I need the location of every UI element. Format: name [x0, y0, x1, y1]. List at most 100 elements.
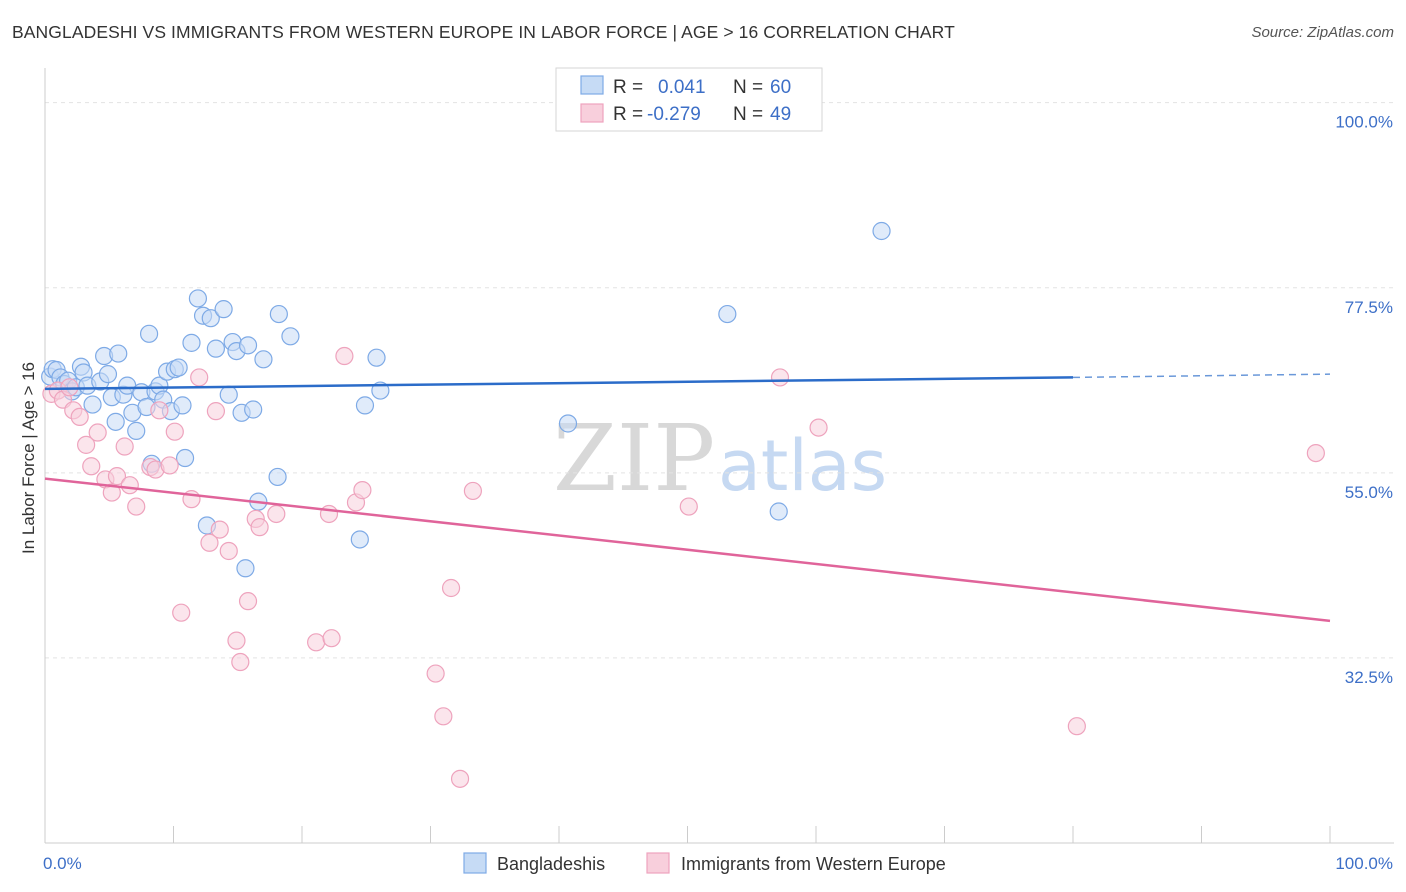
point-bangladeshis-51 [269, 304, 288, 324]
point-bangladeshis-59 [718, 304, 737, 324]
point-immigrants-11 [107, 467, 127, 486]
trend-line-bangladeshis [44, 376, 1074, 391]
point-bangladeshis-14 [98, 365, 118, 384]
y-tick-label-1: 55.0% [1345, 483, 1393, 502]
point-immigrants-44 [679, 497, 698, 516]
point-bangladeshis-61 [872, 221, 891, 241]
point-immigrants-10 [102, 483, 121, 502]
stats-n-label-2: N = [733, 104, 763, 125]
point-immigrants-38 [353, 481, 372, 500]
stats-n-label-1: N = [733, 77, 763, 98]
trend-line-bangladeshis-extension [1072, 373, 1331, 379]
point-immigrants-34 [322, 629, 341, 648]
watermark-atlas: atlas [718, 425, 887, 507]
point-immigrants-23 [200, 533, 219, 552]
point-immigrants-31 [250, 518, 269, 537]
point-bangladeshis-58 [558, 414, 578, 433]
point-immigrants-13 [120, 476, 139, 495]
point-immigrants-39 [426, 664, 445, 683]
point-bangladeshis-47 [238, 336, 258, 355]
point-immigrants-3 [60, 378, 79, 397]
point-bangladeshis-41 [214, 300, 233, 319]
point-immigrants-22 [190, 368, 209, 387]
point-immigrants-24 [206, 402, 226, 421]
point-bangladeshis-24 [139, 324, 159, 343]
legend-swatch-bangladeshis [463, 852, 487, 874]
point-bangladeshis-48 [244, 400, 263, 419]
point-immigrants-29 [238, 592, 258, 611]
stats-r-label-1: R = [613, 77, 643, 98]
stats-swatch-bangladeshis [580, 75, 604, 95]
stats-r-label-2: R = [613, 104, 643, 125]
point-bangladeshis-34 [175, 448, 195, 468]
point-immigrants-26 [219, 541, 238, 561]
series-legend: Bangladeshis Immigrants from Western Eur… [463, 852, 946, 874]
trend-line-immigrants [44, 477, 1331, 623]
chart-title: BANGLADESHI VS IMMIGRANTS FROM WESTERN E… [12, 22, 955, 42]
point-immigrants-48 [1306, 443, 1325, 463]
point-immigrants-40 [434, 707, 453, 726]
point-bangladeshis-17 [109, 344, 128, 363]
point-immigrants-5 [70, 407, 89, 427]
point-bangladeshis-42 [219, 385, 238, 404]
point-bangladeshis-35 [182, 333, 201, 352]
x-tick-marks [44, 826, 1331, 843]
data-points [41, 221, 1325, 788]
point-immigrants-45 [770, 368, 790, 387]
stats-n-value-2: 49 [770, 104, 791, 125]
point-immigrants-47 [1067, 717, 1086, 736]
point-bangladeshis-16 [106, 412, 125, 431]
x-tick-label-max: 100.0% [1335, 854, 1393, 873]
point-immigrants-7 [82, 457, 101, 476]
point-immigrants-33 [307, 633, 326, 652]
point-immigrants-32 [267, 504, 286, 524]
point-immigrants-8 [88, 423, 107, 442]
point-bangladeshis-11 [83, 395, 102, 414]
point-bangladeshis-55 [355, 396, 375, 415]
point-bangladeshis-40 [206, 339, 226, 358]
point-bangladeshis-53 [268, 467, 287, 487]
y-tick-label-2: 77.5% [1345, 298, 1393, 317]
point-bangladeshis-46 [236, 559, 255, 578]
stats-swatch-immigrants [580, 103, 604, 123]
point-bangladeshis-50 [254, 350, 273, 369]
point-immigrants-41 [441, 578, 461, 598]
trend-lines [44, 373, 1331, 623]
point-bangladeshis-36 [188, 289, 208, 308]
point-immigrants-20 [172, 603, 191, 622]
stats-r-value-2: -0.279 [647, 104, 701, 125]
point-immigrants-6 [77, 435, 96, 454]
point-bangladeshis-56 [367, 348, 386, 367]
point-immigrants-14 [127, 497, 146, 516]
point-immigrants-35 [319, 504, 339, 524]
x-tick-label-min: 0.0% [43, 854, 82, 873]
legend-swatch-immigrants [646, 852, 670, 874]
point-bangladeshis-52 [281, 327, 300, 346]
point-immigrants-42 [450, 769, 470, 788]
point-immigrants-27 [227, 631, 246, 650]
axes [44, 68, 1394, 844]
watermark-zip: ZIP [553, 405, 715, 512]
stats-legend: R = 0.041 N = 60 R = -0.279 N = 49 [555, 67, 823, 132]
point-immigrants-19 [165, 422, 184, 441]
point-bangladeshis-33 [173, 396, 192, 415]
y-tick-labels: 32.5% 55.0% 77.5% 100.0% [1335, 113, 1393, 687]
point-bangladeshis-39 [201, 309, 220, 328]
point-immigrants-25 [210, 520, 229, 539]
point-immigrants-28 [231, 652, 250, 672]
legend-label-bangladeshis: Bangladeshis [497, 854, 605, 874]
point-immigrants-12 [115, 437, 134, 456]
point-immigrants-43 [463, 481, 483, 501]
point-bangladeshis-32 [169, 358, 188, 377]
y-tick-label-0: 32.5% [1345, 668, 1393, 687]
point-immigrants-36 [335, 346, 354, 366]
legend-label-immigrants: Immigrants from Western Europe [681, 854, 946, 874]
point-immigrants-18 [160, 456, 179, 475]
stats-r-value-1: 0.041 [658, 77, 706, 98]
y-tick-label-3: 100.0% [1335, 113, 1393, 132]
source-label: Source: ZipAtlas.com [1251, 24, 1394, 41]
point-bangladeshis-60 [769, 502, 788, 521]
y-axis-label: In Labor Force | Age > 16 [19, 362, 38, 554]
stats-n-value-1: 60 [770, 77, 791, 98]
